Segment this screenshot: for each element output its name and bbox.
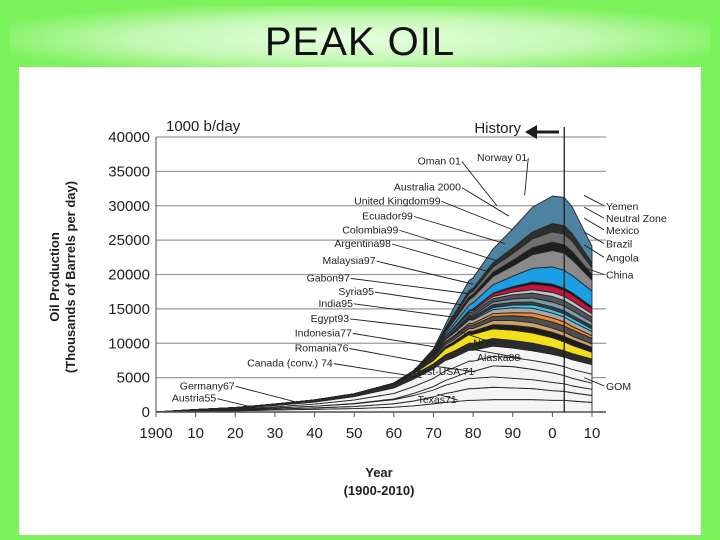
- series-leader-line: [461, 346, 522, 359]
- series-label: Syria95: [338, 286, 374, 298]
- x-tick-label: 60: [385, 425, 402, 442]
- y-tick-label: 20000: [108, 267, 150, 284]
- production-layer: [155, 195, 593, 413]
- x-tick-label: 20: [227, 425, 244, 442]
- series-leader-line: [399, 229, 498, 262]
- x-axis-title: Year: [365, 465, 392, 480]
- peak-oil-chart: 0 5000 10000 15000 20000 25000 30000 35000 40000…: [47, 118, 667, 498]
- unit-label: 1000 b/day: [166, 118, 241, 135]
- series-label: Malaysia97: [322, 255, 375, 267]
- right-leader-line: [583, 206, 605, 219]
- slide-title: PEAK OIL: [264, 20, 456, 64]
- y-tick-label: 5000: [117, 370, 150, 387]
- series-label: Argentina98: [334, 238, 391, 250]
- x-tick-label: 1900: [139, 425, 172, 442]
- series-label: Colombia99: [342, 224, 398, 236]
- series-leader-line: [413, 216, 505, 244]
- y-tick-label: 15000: [108, 301, 150, 318]
- right-series-label: Angola: [606, 252, 639, 264]
- series-label: Germany67: [180, 380, 235, 392]
- series-label: Austria55: [172, 393, 217, 405]
- right-leader-line: [583, 231, 605, 244]
- series-label: Canada (conv.) 74: [247, 358, 333, 370]
- right-leader-line: [583, 244, 605, 258]
- right-series-label: Mexico: [606, 225, 639, 237]
- series-label: Texas71: [418, 394, 457, 406]
- title-glow: [10, 6, 710, 72]
- series-label: Australia 2000: [394, 182, 461, 194]
- y-tick-label: 10000: [108, 335, 150, 352]
- series-label: Alaska88: [477, 352, 520, 364]
- history-arrow-head: [525, 125, 537, 139]
- series-leader-line: [350, 318, 442, 330]
- x-tick-label: 10: [187, 425, 204, 442]
- y-tick-label: 30000: [108, 198, 150, 215]
- x-tick-label: 40: [306, 425, 323, 442]
- series-leader-line: [333, 363, 422, 379]
- series-label: NGL: [473, 338, 495, 350]
- right-series-label: China: [606, 270, 634, 282]
- axes: 0 5000 10000 15000 20000 25000 30000 35000 40000…: [108, 129, 606, 442]
- production-areas: [155, 195, 593, 413]
- series-label: Ecuador99: [362, 211, 413, 223]
- right-leader-line: [583, 195, 605, 207]
- series-leader-line: [376, 260, 474, 285]
- x-tick-label: 70: [425, 425, 442, 442]
- series-label: Oman 01: [418, 156, 461, 168]
- series-leader-line: [437, 366, 476, 373]
- series-leader-line: [349, 348, 426, 363]
- series-leader-line: [353, 303, 454, 318]
- x-tick-label: 10: [584, 425, 601, 442]
- series-label: Rest-USA 71: [414, 366, 475, 378]
- right-series-label: Neutral Zone: [606, 213, 667, 225]
- y-tick-label: 0: [142, 404, 150, 421]
- history-marker: History: [474, 120, 565, 412]
- series-leader-line: [235, 385, 295, 403]
- series-label: Indonesia77: [295, 327, 352, 339]
- x-axis-subtitle: (1900-2010): [344, 483, 415, 498]
- x-tick-label: 30: [267, 425, 284, 442]
- series-leader-line: [461, 187, 509, 217]
- y-tick-label: 35000: [108, 163, 150, 180]
- series-leader-line: [391, 243, 490, 273]
- y-axis-title: Oil Production: [47, 232, 62, 322]
- series-leader-line: [217, 398, 256, 409]
- y-tick-label: 25000: [108, 232, 150, 249]
- y-axis-subtitle: (Thousands of Barrels per day): [63, 181, 78, 373]
- x-tick-label: 50: [346, 425, 363, 442]
- series-label: Norway 01: [477, 152, 527, 164]
- series-leader-line: [461, 161, 498, 207]
- chart-panel: 0 5000 10000 15000 20000 25000 30000 35000 40000…: [19, 67, 701, 535]
- series-leader-line: [437, 393, 458, 401]
- right-leader-line: [583, 267, 605, 275]
- y-tick-label: 40000: [108, 129, 150, 146]
- series-leader-line: [352, 332, 434, 348]
- right-series-label: Brazil: [606, 239, 632, 251]
- series-leader-line: [374, 291, 462, 306]
- series-leader-line: [457, 330, 496, 345]
- series-label: Gabon97: [307, 272, 350, 284]
- x-tick-label: 80: [465, 425, 482, 442]
- series-label: United Kingdom99: [354, 195, 441, 207]
- right-leader-line: [583, 377, 605, 387]
- series-leader-line: [441, 200, 513, 231]
- history-label: History: [474, 120, 521, 137]
- series-leader-line: [524, 158, 529, 196]
- series-label: India95: [319, 298, 354, 310]
- right-leader-line: [583, 217, 605, 231]
- series-label: Romania76: [295, 343, 349, 355]
- x-tick-label: 0: [548, 425, 556, 442]
- x-tick-label: 90: [504, 425, 521, 442]
- right-series-label: Yemen: [606, 201, 638, 213]
- series-leader-line: [350, 277, 470, 295]
- series-label: Egypt93: [311, 313, 350, 325]
- right-series-label: GOM: [606, 381, 631, 393]
